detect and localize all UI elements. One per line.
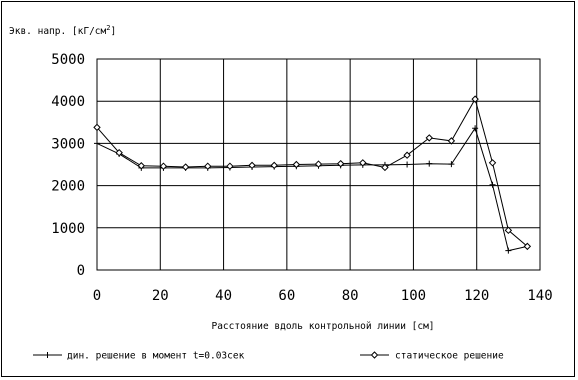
y-tick-label: 5000 xyxy=(51,52,85,68)
x-tick-label: 80 xyxy=(342,288,359,304)
x-tick-label: 0 xyxy=(93,288,101,304)
data-point-diamond xyxy=(292,160,301,169)
data-point-diamond xyxy=(248,161,256,170)
y-tick-label: 2000 xyxy=(51,179,85,195)
data-point-diamond xyxy=(523,242,532,251)
legend-label: статическое решение xyxy=(395,351,504,362)
data-point-diamond xyxy=(359,159,367,167)
data-point-diamond xyxy=(471,95,479,103)
data-point-plus xyxy=(44,352,51,358)
data-point-diamond xyxy=(159,162,168,170)
data-point-diamond xyxy=(204,162,212,170)
legend-label: дин. решение в момент t=0.03сек xyxy=(67,351,245,362)
y-axis-label-suffix: ] xyxy=(110,26,116,37)
data-point-diamond xyxy=(504,226,513,235)
data-point-diamond xyxy=(226,162,234,170)
data-point-diamond xyxy=(403,151,411,159)
data-point-plus xyxy=(404,161,411,168)
data-point-diamond xyxy=(93,123,101,132)
data-point-diamond xyxy=(447,137,456,145)
data-point-diamond xyxy=(181,163,190,171)
y-axis-label-superscript: 2 xyxy=(106,24,110,32)
data-point-diamond xyxy=(336,159,345,168)
series-layer xyxy=(93,95,532,254)
x-tick-label: 140 xyxy=(527,288,552,304)
data-point-plus xyxy=(94,140,100,147)
y-tick-label: 0 xyxy=(77,263,85,279)
data-point-diamond xyxy=(115,148,123,157)
y-axis-label: Экв. напр. [кГ/см2] xyxy=(9,24,116,37)
data-point-diamond xyxy=(370,351,379,359)
data-point-plus xyxy=(489,181,496,188)
y-tick-label: 3000 xyxy=(51,136,85,152)
plot-area-border xyxy=(96,58,541,271)
x-tick-label: 100 xyxy=(401,288,426,304)
series-1 xyxy=(94,125,531,254)
legend-entry-2: статическое решение xyxy=(360,351,504,362)
x-tick-label: 60 xyxy=(278,288,295,304)
x-tick-label: 40 xyxy=(215,288,232,304)
data-point-diamond xyxy=(381,163,389,172)
data-point-diamond xyxy=(270,161,278,170)
x-tick-label: 120 xyxy=(464,288,489,304)
legend-entry-1: дин. решение в момент t=0.03сек xyxy=(33,351,245,362)
y-tick-label: 1000 xyxy=(51,221,85,237)
data-point-plus xyxy=(505,247,512,254)
x-axis-label: Расстояние вдоль контрольной линии [см] xyxy=(211,321,434,332)
data-point-plus xyxy=(472,125,479,132)
data-point-diamond xyxy=(137,162,146,170)
data-point-plus xyxy=(448,161,455,168)
data-point-diamond xyxy=(314,160,323,168)
x-tick-label: 20 xyxy=(152,288,169,304)
y-axis-label-text: Экв. напр. [кГ/см xyxy=(9,26,107,37)
series-2 xyxy=(93,95,532,251)
legend: дин. решение в момент t=0.03сек статическ… xyxy=(33,351,504,362)
data-point-diamond xyxy=(425,134,433,142)
series-line-2 xyxy=(96,97,528,247)
data-point-plus xyxy=(426,160,433,167)
axes: 0 1000 2000 3000 4000 5000 0 20 40 60 80 100 120 140 xyxy=(51,52,552,304)
y-tick-label: 4000 xyxy=(51,94,85,110)
data-point-diamond xyxy=(488,159,497,167)
series-line-1 xyxy=(96,127,528,252)
